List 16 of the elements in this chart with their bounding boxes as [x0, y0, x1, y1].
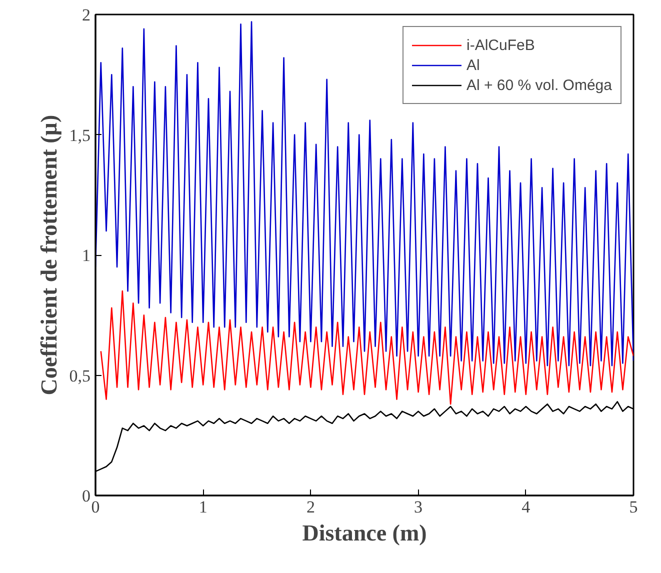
- x-tick-label: 4: [522, 498, 531, 516]
- y-axis-title: Coefficient de frottement (µ): [36, 114, 62, 396]
- legend-label: Al + 60 % vol. Oméga: [466, 76, 612, 95]
- x-tick-label: 5: [629, 498, 638, 516]
- x-tick-label: 2: [306, 498, 315, 516]
- y-tick-label: 2: [82, 6, 90, 24]
- legend-label: Al: [466, 56, 481, 75]
- x-tick-label: 1: [198, 498, 208, 516]
- y-tick-label: 0,5: [69, 366, 90, 386]
- line-series: [96, 21, 634, 366]
- x-axis-title: Distance (m): [302, 520, 427, 546]
- legend-label: i-AlCuFeB: [466, 36, 535, 55]
- x-tick-label: 3: [414, 498, 423, 516]
- line-series: [100, 290, 634, 405]
- y-tick-label: 1,5: [69, 126, 90, 145]
- y-tick-label: 1: [82, 246, 90, 265]
